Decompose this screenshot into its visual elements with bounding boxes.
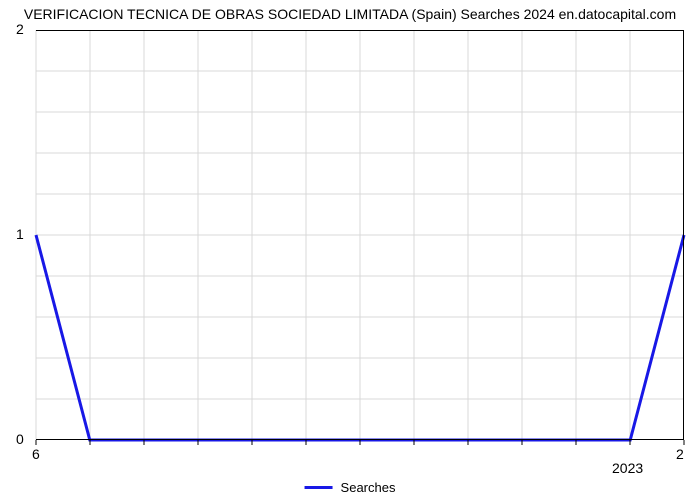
x-tick-label: 6 xyxy=(32,446,40,462)
chart-title: VERIFICACION TECNICA DE OBRAS SOCIEDAD L… xyxy=(0,6,700,22)
y-tick-label: 2 xyxy=(16,21,24,37)
plot-area xyxy=(36,30,684,440)
legend-line xyxy=(305,486,333,489)
x-tick-year-label: 2023 xyxy=(612,460,643,476)
y-tick-label: 0 xyxy=(16,431,24,447)
chart-container: VERIFICACION TECNICA DE OBRAS SOCIEDAD L… xyxy=(0,0,700,500)
legend: Searches xyxy=(305,480,396,495)
x-tick-label: 2 xyxy=(676,446,684,462)
y-tick-label: 1 xyxy=(16,226,24,242)
axis-svg xyxy=(36,30,684,440)
legend-label: Searches xyxy=(341,480,396,495)
